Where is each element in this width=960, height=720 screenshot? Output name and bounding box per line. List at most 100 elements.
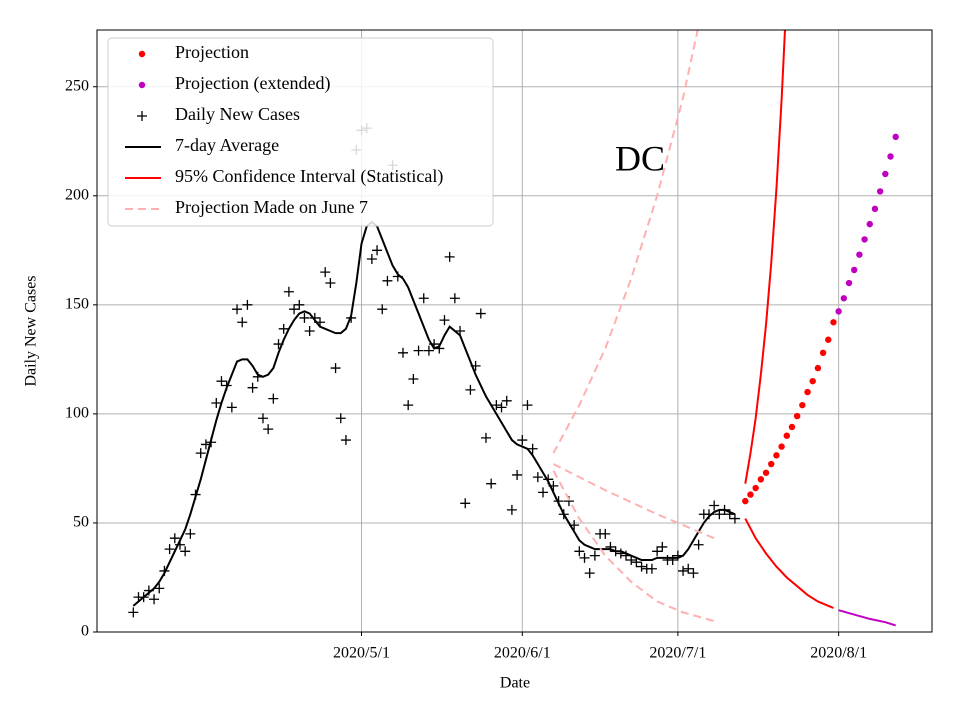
point	[517, 435, 528, 446]
point	[762, 469, 770, 476]
point	[752, 484, 759, 492]
point	[340, 435, 351, 446]
point	[778, 443, 785, 450]
point	[804, 388, 811, 396]
point	[522, 400, 533, 411]
point	[871, 205, 879, 213]
legend-label: Projection	[175, 42, 249, 62]
point	[652, 546, 663, 557]
legend-box	[107, 37, 494, 227]
x-tick-label: 2020/6/1	[494, 645, 551, 662]
series-line	[552, 30, 715, 623]
point	[169, 533, 180, 544]
point	[688, 568, 699, 579]
y-tick-label: 200	[65, 186, 89, 203]
point	[408, 373, 419, 384]
point	[747, 491, 754, 498]
marks	[128, 30, 899, 627]
point	[496, 402, 507, 413]
point	[825, 336, 832, 343]
series-line	[838, 609, 897, 627]
point	[876, 188, 884, 195]
point	[480, 432, 491, 443]
point	[330, 363, 341, 374]
point	[532, 472, 543, 483]
y-axis-label: Daily New Cases	[23, 275, 40, 386]
series-line	[132, 220, 736, 607]
point	[304, 326, 315, 336]
point	[892, 133, 899, 141]
point	[372, 245, 383, 256]
point	[449, 293, 460, 304]
point	[636, 561, 647, 572]
legend-label: Projection (extended)	[175, 73, 330, 94]
y-tick-label: 100	[65, 405, 89, 422]
point	[397, 347, 408, 358]
point	[788, 423, 796, 431]
x-axis-label: Date	[500, 675, 530, 692]
point	[799, 401, 806, 409]
point	[211, 397, 222, 408]
point	[128, 607, 139, 618]
point	[216, 376, 227, 387]
point	[693, 539, 704, 550]
y-tick-label: 50	[73, 514, 89, 531]
point	[283, 286, 294, 297]
point	[237, 317, 248, 328]
point	[403, 400, 414, 411]
point	[709, 500, 720, 511]
point	[845, 279, 853, 287]
point	[512, 469, 523, 480]
legend-label: 7-day Average	[175, 135, 279, 155]
point	[257, 413, 268, 424]
point	[325, 278, 336, 289]
grid	[97, 30, 932, 633]
point	[335, 413, 346, 424]
point	[475, 308, 486, 319]
legend-symbol	[138, 50, 146, 58]
x-tick-label: 2020/7/1	[649, 645, 706, 662]
legend-symbol	[138, 81, 146, 89]
point	[773, 452, 780, 459]
point	[294, 299, 305, 310]
point	[185, 528, 196, 539]
point	[506, 504, 517, 515]
point	[861, 236, 868, 243]
point	[382, 275, 393, 286]
point	[439, 315, 450, 326]
point	[180, 546, 191, 557]
point	[887, 153, 894, 160]
point	[579, 552, 590, 563]
point	[377, 304, 388, 315]
point	[226, 402, 237, 413]
legend-symbol	[137, 111, 147, 121]
point	[418, 293, 429, 304]
annotation: DC	[615, 138, 665, 178]
y-tick-label: 250	[65, 77, 89, 94]
x-tick-label: 2020/8/1	[810, 645, 867, 662]
point	[835, 308, 842, 315]
point	[742, 497, 749, 505]
point	[729, 513, 740, 524]
point	[289, 304, 300, 315]
point	[538, 487, 549, 498]
y-tick-label: 0	[81, 623, 89, 640]
point	[584, 568, 595, 579]
point	[527, 443, 538, 454]
point	[819, 349, 827, 357]
point	[149, 594, 160, 605]
axes: 0 50 100 150 200 250 2020/5/1 2020/6/1 2020/7/1 2…	[65, 77, 867, 661]
point	[164, 544, 175, 555]
point	[646, 563, 657, 574]
point	[413, 345, 424, 356]
point	[242, 299, 253, 310]
point	[460, 498, 471, 509]
point	[195, 448, 206, 459]
point	[840, 295, 848, 302]
point	[366, 254, 377, 265]
point	[851, 266, 858, 274]
point	[154, 583, 165, 594]
point	[491, 400, 502, 411]
